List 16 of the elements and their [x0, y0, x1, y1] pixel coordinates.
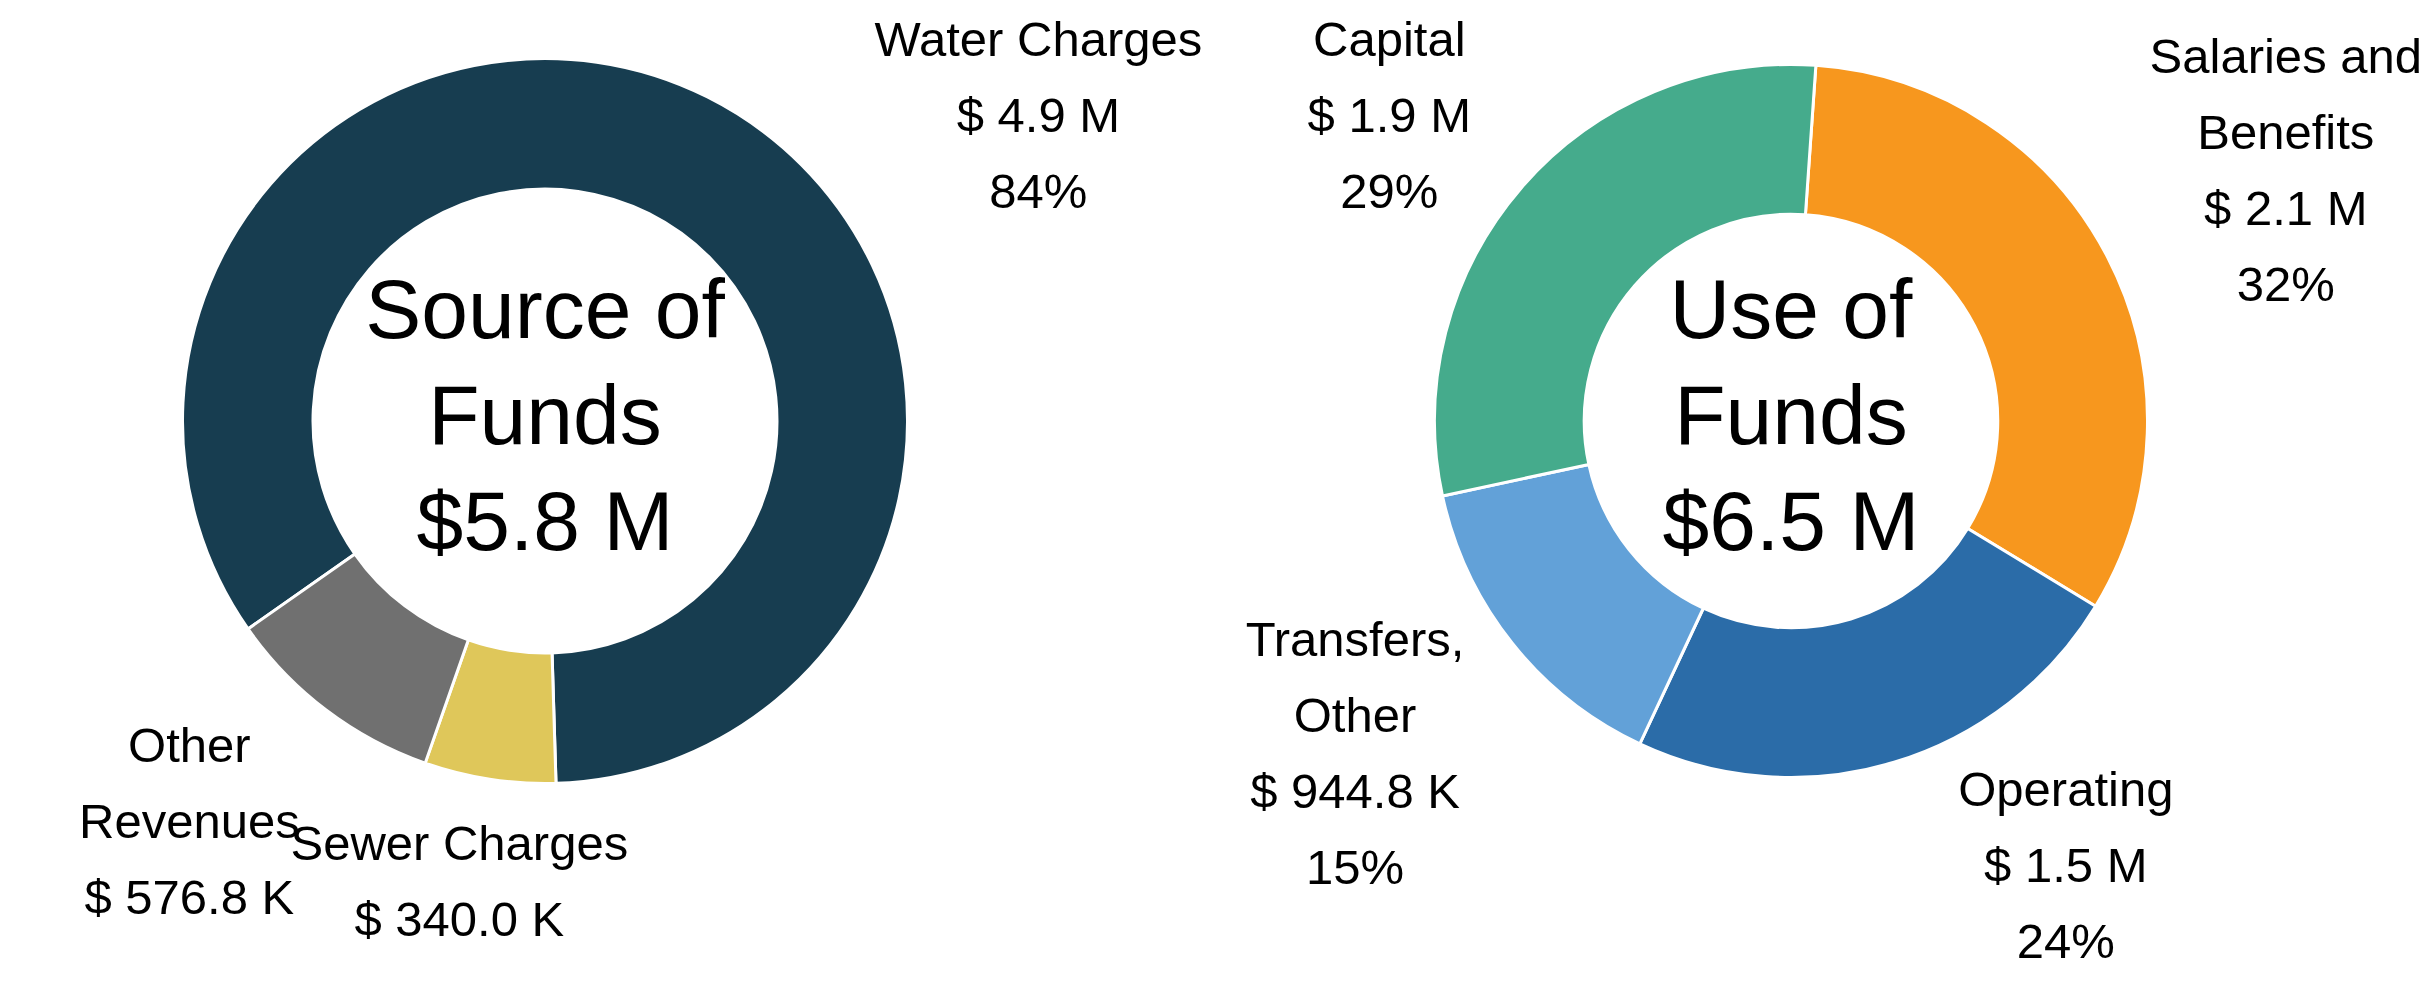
data-label: $ 2.1 M 32% — [2204, 181, 2368, 312]
text: Source of Funds — [365, 262, 726, 463]
slice-label: Capital — [1313, 11, 1466, 66]
data-label: $ 944.8 K 15% — [1250, 763, 1461, 894]
slice-label: Transfers, Other — [1245, 611, 1465, 742]
slice-label: Operating — [1958, 761, 2174, 816]
text: Use of Funds — [1669, 262, 1914, 463]
data-label: $ 340.0 K — [354, 891, 565, 946]
slice-label: Water Charges — [874, 11, 1203, 66]
data-label: $ 1.5 M 24% — [1984, 837, 2148, 968]
slice-label: Salaries and Benefits — [2149, 29, 2423, 160]
data-label: $ 4.9 M 84% — [956, 87, 1121, 218]
data-label: $ 576.8 K — [84, 870, 295, 925]
text: $5.8 M — [416, 474, 674, 569]
data-label: $ 1.9 M 29% — [1307, 87, 1471, 218]
text: $6.5 M — [1662, 474, 1920, 569]
